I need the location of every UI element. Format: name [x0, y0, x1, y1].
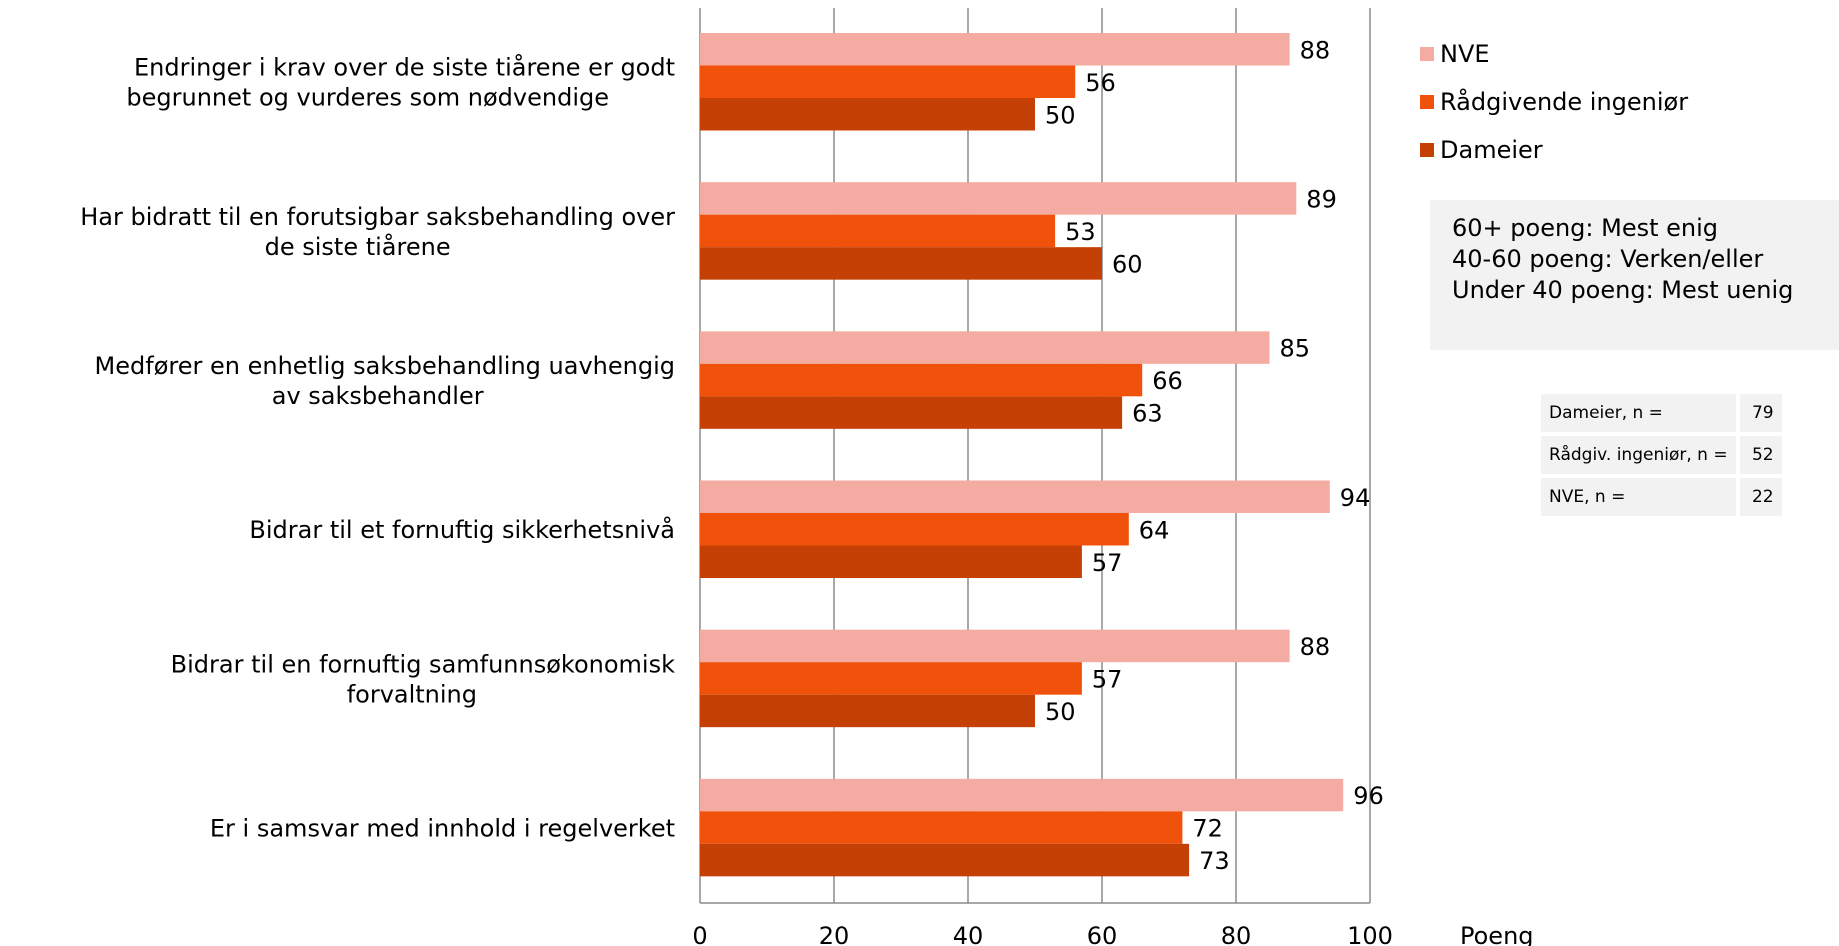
- x-tick-label: 60: [1087, 922, 1118, 946]
- data-label: 64: [1139, 516, 1170, 544]
- legend-swatch-nve: [1420, 47, 1434, 61]
- bar: [700, 545, 1082, 578]
- legend-label-radgivende-ingenior: Rådgivende ingeniør: [1440, 88, 1689, 116]
- bar: [700, 811, 1183, 844]
- data-label: 50: [1045, 101, 1076, 129]
- legend-item-radgivende-ingenior: Rådgivende ingeniør: [1420, 78, 1688, 126]
- category-label-line: Har bidratt til en forutsigbar saksbehan…: [80, 203, 675, 231]
- legend-label-nve: NVE: [1440, 40, 1490, 68]
- legend-item-dameier: Dameier: [1420, 126, 1688, 174]
- bar: [700, 33, 1290, 66]
- data-label: 56: [1085, 69, 1116, 97]
- legend-swatch-dameier: [1420, 143, 1434, 157]
- bar: [700, 65, 1076, 98]
- category-label-line: Bidrar til en fornuftig samfunnsøkonomis…: [171, 650, 675, 678]
- data-label: 89: [1306, 185, 1337, 213]
- table-row: Rådgiv. ingeniør, n = 52: [1541, 436, 1782, 474]
- category-label: Bidrar til en fornuftig samfunnsøkonomis…: [171, 650, 675, 708]
- bar: [700, 513, 1129, 546]
- category-label-line: av saksbehandler: [272, 382, 484, 410]
- category-label-line: Endringer i krav over de siste tiårene e…: [134, 53, 675, 82]
- x-tick-label: 100: [1347, 922, 1393, 946]
- score-notes-box: 60+ poeng: Mest enig 40-60 poeng: Verken…: [1430, 200, 1839, 350]
- x-tick-label: 40: [953, 922, 984, 946]
- data-label: 85: [1280, 335, 1311, 363]
- category-label-line: de siste tiårene: [265, 232, 451, 261]
- data-label: 94: [1340, 484, 1371, 512]
- bar: [700, 778, 1344, 812]
- legend: NVE Rådgivende ingeniør Dameier: [1420, 30, 1688, 174]
- n-value: 79: [1739, 394, 1782, 432]
- x-axis-label: Poeng: [1460, 922, 1534, 946]
- table-row: NVE, n = 22: [1541, 478, 1782, 516]
- sample-size-table: Dameier, n = 79 Rådgiv. ingeniør, n = 52…: [1537, 390, 1786, 520]
- x-tick-label: 20: [819, 922, 850, 946]
- bar: [700, 182, 1297, 215]
- x-tick-label: 80: [1221, 922, 1252, 946]
- category-label: Har bidratt til en forutsigbar saksbehan…: [80, 203, 675, 261]
- legend-swatch-radgivende-ingenior: [1420, 95, 1434, 109]
- bar: [700, 214, 1056, 248]
- score-note: 60+ poeng: Mest enig: [1452, 214, 1719, 242]
- n-value: 22: [1739, 478, 1782, 516]
- bar: [700, 843, 1190, 877]
- bar: [700, 331, 1270, 364]
- category-label-line: Medfører en enhetlig saksbehandling uavh…: [95, 352, 675, 380]
- data-label: 96: [1353, 782, 1384, 810]
- category-label: Endringer i krav over de siste tiårene e…: [126, 53, 675, 112]
- category-label-line: forvaltning: [347, 680, 477, 708]
- score-note: 40-60 poeng: Verken/eller: [1452, 245, 1764, 273]
- n-value: 52: [1739, 436, 1782, 474]
- category-label-line: begrunnet og vurderes som nødvendige: [126, 84, 609, 112]
- bar: [700, 629, 1290, 663]
- data-label: 73: [1199, 847, 1230, 875]
- data-label: 88: [1300, 633, 1331, 661]
- data-label: 50: [1045, 698, 1076, 726]
- bar: [700, 247, 1102, 280]
- table-row: Dameier, n = 79: [1541, 394, 1782, 432]
- data-label: 72: [1192, 815, 1223, 843]
- category-label: Bidrar til et fornuftig sikkerhetsnivå: [249, 515, 675, 544]
- bar: [700, 694, 1035, 728]
- x-tick-label: 0: [692, 922, 707, 946]
- bar: [700, 363, 1143, 397]
- bar: [700, 480, 1330, 513]
- data-label: 88: [1300, 36, 1331, 64]
- data-label: 57: [1092, 665, 1123, 693]
- bar: [700, 396, 1123, 429]
- data-label: 53: [1065, 218, 1096, 246]
- data-label: 57: [1092, 549, 1123, 577]
- n-label: NVE, n =: [1541, 478, 1736, 516]
- data-label: 60: [1112, 250, 1143, 278]
- bar: [700, 662, 1082, 695]
- n-label: Rådgiv. ingeniør, n =: [1541, 436, 1736, 474]
- category-label: Er i samsvar med innhold i regelverket: [210, 814, 675, 842]
- bar: [700, 98, 1035, 131]
- legend-item-nve: NVE: [1420, 30, 1688, 78]
- category-label: Medfører en enhetlig saksbehandling uavh…: [95, 352, 675, 410]
- score-note: Under 40 poeng: Mest uenig: [1452, 276, 1794, 304]
- legend-label-dameier: Dameier: [1440, 136, 1543, 164]
- data-label: 66: [1152, 367, 1183, 395]
- data-label: 63: [1132, 400, 1163, 428]
- n-label: Dameier, n =: [1541, 394, 1736, 432]
